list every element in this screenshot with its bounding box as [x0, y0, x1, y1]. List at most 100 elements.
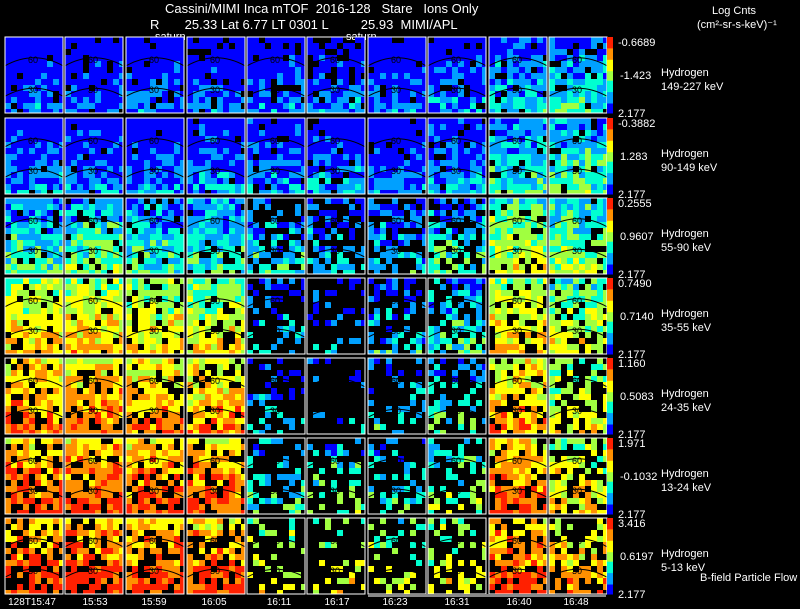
latitude-label: 30 [210, 326, 220, 336]
latitude-label: 30 [330, 406, 340, 416]
panel-species-label: Hydrogen [661, 468, 709, 480]
latitude-label: 30 [149, 406, 159, 416]
colorbar [607, 358, 613, 435]
heatmap-cell-block: 60 30 [4, 277, 64, 355]
latitude-label: 60 [149, 136, 159, 146]
panel-energy-label: 5-13 keV [661, 562, 706, 574]
heatmap-cell-block: 60 30 [125, 36, 185, 114]
time-tick-label: 16:40 [506, 597, 532, 608]
latitude-label: 30 [572, 85, 582, 95]
latitude-label: 60 [330, 456, 340, 466]
latitude-label: 60 [572, 136, 582, 146]
latitude-label: 30 [330, 85, 340, 95]
heatmap-cell-block: 60 30 [64, 517, 124, 595]
latitude-label: 30 [88, 406, 98, 416]
panel-energy-label: 35-55 keV [661, 322, 712, 334]
latitude-label: 30 [512, 406, 522, 416]
heatmap-cell-block: 60 30 [246, 277, 306, 355]
latitude-label: 60 [88, 456, 98, 466]
heatmap-cell-block: 60 30 [488, 517, 548, 595]
latitude-label: 30 [88, 326, 98, 336]
latitude-label: 60 [330, 376, 340, 386]
heatmap-cell-block: 60 30 [427, 437, 487, 515]
latitude-label: 60 [330, 216, 340, 226]
colorbar-min-value: 2.177 [618, 349, 646, 361]
time-tick-label: 16:23 [382, 597, 408, 608]
latitude-label: 60 [270, 296, 280, 306]
colorbar-mid-value: 0.9607 [620, 231, 654, 243]
latitude-label: 60 [210, 55, 220, 65]
latitude-label: 60 [391, 296, 401, 306]
latitude-label: 60 [270, 376, 280, 386]
heatmap-cell-block: 60 30 [488, 357, 548, 435]
latitude-label: 30 [391, 85, 401, 95]
latitude-label: 60 [451, 136, 461, 146]
latitude-label: 60 [391, 136, 401, 146]
latitude-label: 30 [28, 326, 38, 336]
heatmap-cell-block: 60 30 [186, 197, 246, 275]
latitude-label: 30 [88, 246, 98, 256]
latitude-label: 60 [149, 456, 159, 466]
heatmap-cell-block: 60 30 [246, 36, 306, 114]
coverage-bar [368, 594, 606, 597]
colorbar [607, 518, 613, 595]
latitude-label: 60 [28, 536, 38, 546]
heatmap-cell-block: 60 30 [548, 36, 608, 114]
latitude-label: 30 [270, 486, 280, 496]
colorbar-min-value: 2.177 [618, 189, 646, 201]
latitude-label: 30 [391, 566, 401, 576]
panel-energy-label: 24-35 keV [661, 402, 712, 414]
colorbar-max-value: -0.3882 [618, 118, 656, 130]
latitude-label: 60 [391, 456, 401, 466]
heatmap-cell-block: 60 30 [246, 437, 306, 515]
latitude-label: 30 [391, 166, 401, 176]
colorbar-max-value: 1.160 [618, 358, 646, 370]
latitude-label: 60 [28, 376, 38, 386]
latitude-label: 30 [512, 566, 522, 576]
heatmap-cell-block: 60 30 [4, 197, 64, 275]
log-units-dimension: (cm²-sr-s-keV)⁻¹ [697, 19, 777, 31]
heatmap-cell-block: 60 30 [427, 197, 487, 275]
latitude-label: 30 [149, 246, 159, 256]
latitude-label: 60 [572, 55, 582, 65]
latitude-label: 30 [88, 85, 98, 95]
colorbar-min-value: 2.177 [618, 269, 646, 281]
heatmap-cell-block: 60 30 [246, 197, 306, 275]
heatmap-cell-block: 60 30 [125, 197, 185, 275]
heatmap-cell-block: 60 30 [125, 437, 185, 515]
latitude-label: 30 [451, 246, 461, 256]
heatmap-cell-block: 60 30 [4, 437, 64, 515]
latitude-label: 30 [270, 246, 280, 256]
heatmap-cell-block: 60 30 [64, 357, 124, 435]
heatmap-cell-block: 60 30 [548, 117, 608, 195]
latitude-label: 30 [210, 406, 220, 416]
heatmap-cell-block: 60 30 [186, 117, 246, 195]
time-tick-label: 128T15:47 [8, 597, 56, 608]
latitude-label: 30 [572, 326, 582, 336]
latitude-label: 30 [330, 166, 340, 176]
panel-species-label: Hydrogen [661, 548, 709, 560]
heatmap-cell-block: 60 30 [4, 117, 64, 195]
time-tick-label: 16:31 [444, 597, 470, 608]
heatmap-cell-block: 60 30 [125, 277, 185, 355]
latitude-label: 30 [88, 486, 98, 496]
heatmap-cell-block: 60 30 [367, 437, 427, 515]
latitude-label: 60 [391, 55, 401, 65]
latitude-label: 30 [210, 85, 220, 95]
latitude-label: 60 [330, 55, 340, 65]
panel-species-label: Hydrogen [661, 228, 709, 240]
heatmap-cell-block: 60 30 [548, 277, 608, 355]
latitude-label: 60 [330, 296, 340, 306]
latitude-label: 60 [210, 456, 220, 466]
latitude-label: 30 [391, 326, 401, 336]
latitude-label: 60 [88, 55, 98, 65]
heatmap-cell-block: 60 30 [488, 117, 548, 195]
latitude-label: 60 [149, 296, 159, 306]
colorbar-min-value: 2.177 [618, 509, 646, 521]
panel-species-label: Hydrogen [661, 388, 709, 400]
panel-energy-label: 149-227 keV [661, 81, 724, 93]
heatmap-cell-block: 60 30 [306, 197, 366, 275]
latitude-label: 60 [28, 456, 38, 466]
heatmap-cell-block: 60 30 [64, 277, 124, 355]
